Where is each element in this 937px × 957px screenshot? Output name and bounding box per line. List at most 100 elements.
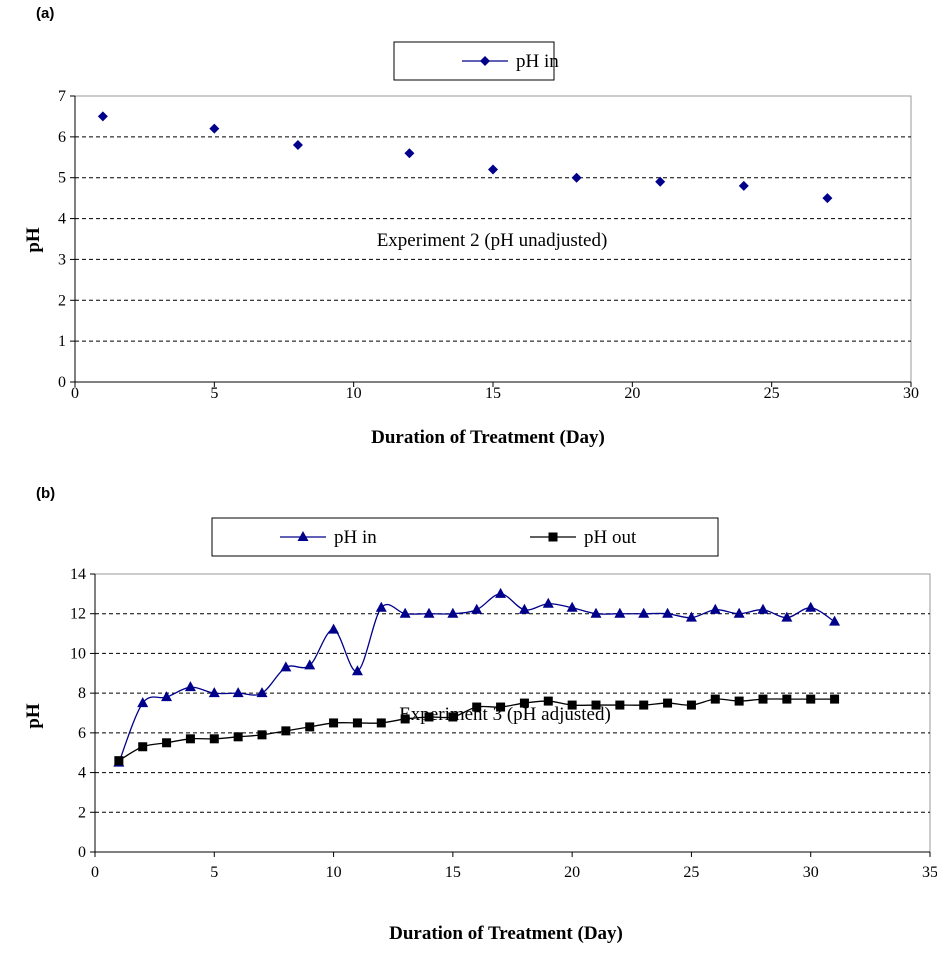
data-point (208, 687, 220, 698)
y-tick-label: 14 (70, 566, 86, 583)
y-tick-label: 6 (78, 725, 86, 742)
data-point (209, 734, 219, 744)
x-tick-label: 15 (445, 864, 461, 881)
data-point (686, 700, 696, 710)
grid-b (95, 613, 930, 813)
legend-b: pH in pH out (211, 517, 719, 557)
marks-b (113, 587, 841, 767)
data-point (184, 681, 196, 692)
y-tick-label: 2 (58, 292, 66, 309)
x-tick-label: 5 (210, 385, 218, 402)
x-tick-label: 35 (922, 864, 937, 881)
legend-label: pH out (584, 527, 637, 548)
data-point (781, 611, 793, 622)
ticks-b: 0 2 4 6 8 10 12 14 0 5 10 15 20 25 30 35 (70, 566, 937, 881)
data-point (806, 694, 816, 704)
ticks-a: 0 1 2 3 4 5 6 7 0 5 10 15 20 25 30 (58, 88, 919, 402)
data-point (805, 601, 817, 612)
data-point (830, 694, 840, 704)
data-point (518, 603, 530, 614)
data-point (305, 722, 315, 732)
data-point (329, 718, 339, 728)
data-point (375, 601, 387, 612)
data-point (590, 607, 602, 618)
y-tick-label: 7 (58, 88, 66, 105)
y-tick-label: 0 (58, 374, 66, 391)
data-point (448, 712, 458, 722)
data-point (472, 702, 482, 712)
data-point (185, 734, 195, 744)
grid-a (75, 136, 911, 342)
data-point (114, 756, 124, 766)
data-point (566, 601, 578, 612)
data-point (232, 687, 244, 698)
data-point (161, 691, 173, 702)
data-point (733, 607, 745, 618)
data-point (495, 587, 507, 598)
y-tick-label: 8 (78, 685, 86, 702)
y-tick-label: 10 (70, 645, 86, 662)
x-axis-title-b: Duration of Treatment (Day) (389, 923, 623, 944)
data-point (591, 700, 601, 710)
x-tick-label: 20 (624, 385, 640, 402)
data-point (209, 123, 220, 134)
panel-b-label: (b) (36, 485, 55, 502)
x-tick-label: 30 (903, 385, 919, 402)
legend-label: pH in (516, 51, 559, 72)
data-point (543, 696, 553, 706)
legend-swatch-marker (297, 531, 309, 541)
data-point (710, 694, 720, 704)
y-tick-label: 4 (58, 211, 66, 228)
panel-a-label: (a) (36, 5, 54, 22)
y-tick-label: 2 (78, 804, 86, 821)
data-point (829, 615, 841, 626)
y-tick-label: 0 (78, 844, 86, 861)
x-tick-label: 25 (683, 864, 699, 881)
data-point (734, 696, 744, 706)
data-point (352, 718, 362, 728)
y-axis-title-a: pH (23, 227, 44, 253)
x-tick-label: 30 (803, 864, 819, 881)
x-tick-label: 10 (326, 864, 342, 881)
data-point (662, 607, 674, 618)
data-point (471, 603, 483, 614)
data-point (137, 697, 149, 708)
plot-area-a (74, 95, 912, 383)
data-point (685, 611, 697, 622)
data-point (424, 712, 434, 722)
data-point (638, 607, 650, 618)
x-axis-title-a: Duration of Treatment (Day) (371, 427, 605, 448)
marks-a (97, 111, 833, 204)
data-point (281, 726, 291, 736)
data-point (138, 742, 148, 752)
x-tick-label: 20 (564, 864, 580, 881)
x-tick-label: 25 (764, 385, 780, 402)
chart-b: (b) pH in pH out 0 2 4 6 8 10 12 14 0 5 10 15 20 25 30 3… (23, 485, 937, 944)
data-point (567, 700, 577, 710)
data-point (571, 172, 582, 183)
data-point (614, 607, 626, 618)
data-point (97, 111, 108, 122)
chart-a: (a) pH in 0 1 2 3 4 5 6 7 0 5 10 15 20 25 30 Experimen… (23, 5, 919, 448)
data-point (542, 597, 554, 608)
data-point (376, 718, 386, 728)
data-point (496, 702, 506, 712)
data-point (758, 694, 768, 704)
data-point (488, 164, 498, 175)
data-point (162, 738, 172, 748)
data-point (256, 687, 268, 698)
x-tick-label: 5 (210, 864, 218, 881)
x-tick-label: 10 (346, 385, 362, 402)
x-tick-label: 0 (71, 385, 79, 402)
legend-label: pH in (334, 527, 377, 548)
data-point (257, 730, 267, 740)
legend-box (393, 41, 555, 81)
data-point (351, 665, 363, 676)
y-tick-label: 6 (58, 129, 66, 146)
data-point (233, 732, 243, 742)
data-point (400, 714, 410, 724)
y-axis-title-b: pH (23, 703, 44, 729)
axes-b (94, 574, 930, 853)
data-point (738, 180, 749, 191)
legend-a: pH in (393, 41, 559, 81)
